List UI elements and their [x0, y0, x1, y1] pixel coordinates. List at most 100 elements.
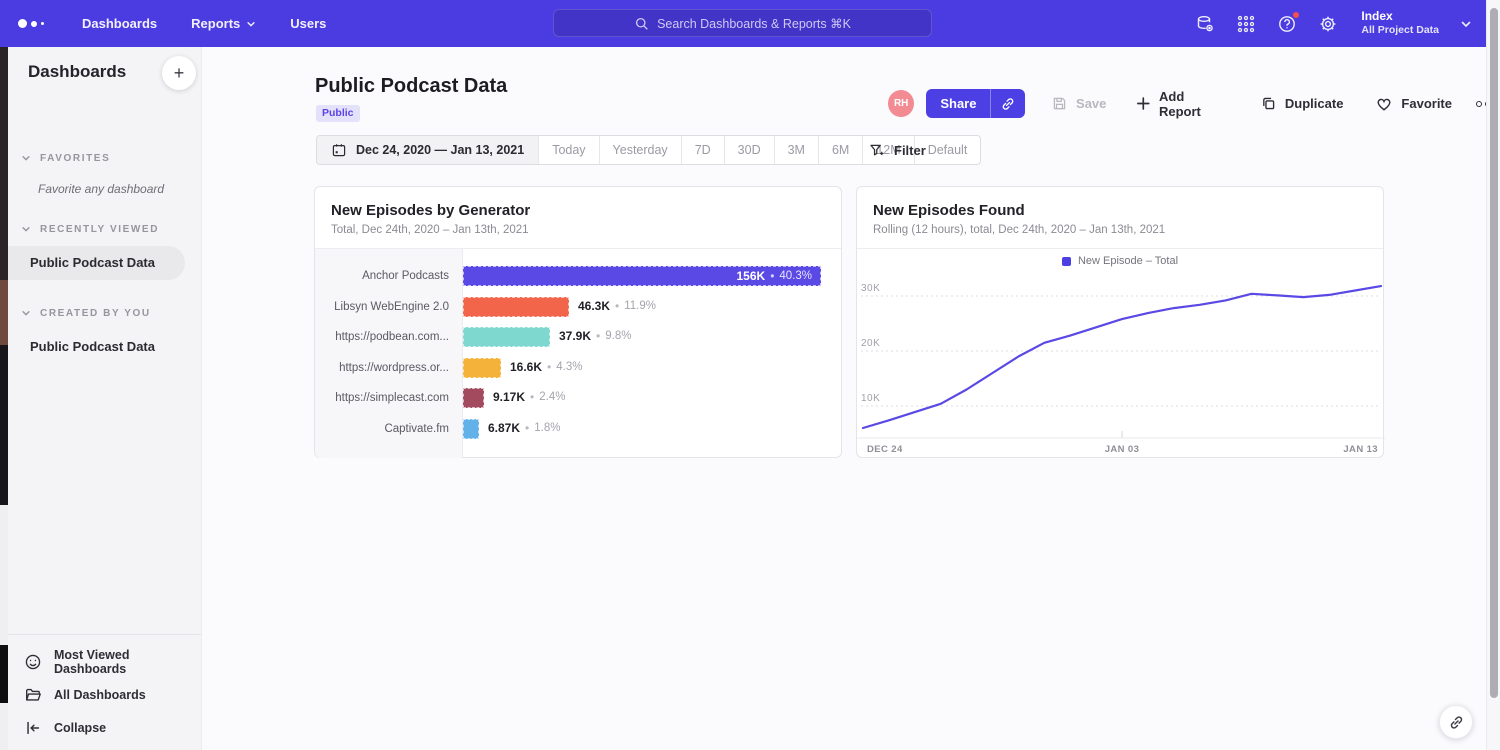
legend-swatch	[1061, 256, 1071, 266]
bar-libsyn-webengine-2-0[interactable]	[463, 296, 569, 317]
avatar[interactable]: RH	[888, 90, 915, 117]
add-dashboard-button[interactable]: +	[162, 56, 196, 90]
section-header-favorites[interactable]: FAVORITES	[8, 147, 201, 169]
bar-https-simplecast-com[interactable]	[463, 388, 484, 409]
save-button[interactable]: Save	[1051, 95, 1106, 112]
date-presets: Today Yesterday 7D 30D 3M 6M 12M Default	[538, 136, 980, 164]
plus-icon	[1137, 97, 1150, 110]
date-range-picker[interactable]: Dec 24, 2020 — Jan 13, 2021	[317, 136, 539, 164]
header-actions: RH Share Save Add Report Duplicate	[888, 89, 1500, 119]
line-chart-card: New Episodes Found Rolling (12 hours), t…	[856, 186, 1385, 458]
sidebar-section-recently-viewed: RECENTLY VIEWED Public Podcast Data	[8, 218, 201, 280]
footer-item-collapse[interactable]: Collapse	[8, 711, 201, 744]
share-button[interactable]: Share	[926, 89, 1026, 118]
line-chart-header: New Episodes Found Rolling (12 hours), t…	[857, 187, 1383, 249]
date-preset-default[interactable]: Default	[913, 136, 981, 164]
svg-text:JAN 13: JAN 13	[1343, 444, 1378, 455]
svg-text:30K: 30K	[861, 283, 880, 294]
search-input[interactable]: Search Dashboards & Reports ⌘K	[553, 9, 932, 37]
duplicate-button[interactable]: Duplicate	[1260, 95, 1343, 112]
scrollbar-track[interactable]	[1486, 0, 1500, 750]
sidebar-section-favorites: FAVORITES Favorite any dashboard	[8, 147, 201, 196]
nav-items: Dashboards Reports Users	[82, 16, 326, 31]
scrollbar-thumb[interactable]	[1490, 8, 1498, 698]
search-placeholder: Search Dashboards & Reports ⌘K	[657, 16, 851, 31]
filter-button[interactable]: Filter	[868, 135, 926, 165]
favorite-button[interactable]: Favorite	[1375, 95, 1452, 113]
date-preset-yesterday[interactable]: Yesterday	[598, 136, 681, 164]
bar-https-wordpress-or[interactable]	[463, 357, 501, 378]
date-range-bar: Dec 24, 2020 — Jan 13, 2021 Today Yesterd…	[316, 135, 982, 165]
bar-category-label: Captivate.fm	[384, 422, 449, 435]
line-chart-plot[interactable]: 10K 20K 30K DEC 24 JAN 03 JAN 13	[857, 249, 1385, 458]
bar-category-label: Libsyn WebEngine 2.0	[334, 300, 449, 313]
bar-row-https-wordpress-or: https://wordpress.or... 16.6K • 4.3%	[315, 353, 841, 384]
chevron-down-icon	[22, 227, 30, 232]
sidebar: Dashboards + FAVORITES Favorite any dashb…	[8, 47, 202, 750]
public-badge: Public	[316, 105, 360, 122]
heart-icon	[1377, 98, 1391, 111]
bar-captivate-fm[interactable]	[463, 418, 479, 439]
app-logo[interactable]	[18, 19, 58, 28]
add-report-button[interactable]: Add Report	[1136, 89, 1228, 119]
section-empty-text: Favorite any dashboard	[38, 182, 165, 196]
bar-row-https-simplecast-com: https://simplecast.com 9.17K • 2.4%	[315, 383, 841, 414]
bar-row-https-podbean-com: https://podbean.com... 37.9K • 9.8%	[315, 322, 841, 353]
link-icon	[1002, 97, 1014, 110]
svg-text:10K: 10K	[861, 393, 880, 404]
chevron-down-icon	[22, 156, 30, 161]
help-icon[interactable]	[1277, 10, 1301, 34]
background-window-edge	[0, 47, 8, 750]
footer-item-all-dashboards[interactable]: All Dashboards	[8, 678, 201, 711]
line-chart-subtitle: Rolling (12 hours), total, Dec 24th, 202…	[873, 224, 1166, 236]
project-subtitle: All Project Data	[1361, 24, 1439, 37]
sidebar-item-public-podcast-data[interactable]: Public Podcast Data	[8, 246, 185, 280]
sidebar-item-public-podcast-data[interactable]: Public Podcast Data	[30, 339, 155, 354]
nav-item-reports[interactable]: Reports	[191, 16, 256, 31]
date-preset-7d[interactable]: 7D	[680, 136, 724, 164]
sidebar-section-created-by-you: CREATED BY YOU Public Podcast Data	[8, 302, 201, 364]
sidebar-sections: FAVORITES Favorite any dashboard RECENTLY …	[8, 147, 201, 386]
line-chart-title: New Episodes Found	[873, 202, 1025, 219]
copy-link-fab[interactable]	[1439, 705, 1473, 739]
bar-https-podbean-com[interactable]	[463, 327, 550, 348]
smiley-icon	[24, 653, 42, 671]
settings-icon[interactable]	[1318, 14, 1338, 34]
nav-item-users[interactable]: Users	[290, 16, 327, 31]
date-range-label: Dec 24, 2020 — Jan 13, 2021	[356, 143, 525, 157]
bar-label-column	[315, 249, 463, 458]
footer-item-most-viewed-dashboards[interactable]: Most Viewed Dashboards	[8, 645, 201, 678]
share-button-label[interactable]: Share	[926, 89, 992, 118]
notification-dot	[1292, 10, 1301, 19]
data-management-icon[interactable]	[1195, 14, 1215, 34]
date-preset-30d[interactable]: 30D	[723, 136, 774, 164]
project-name: Index	[1361, 9, 1393, 24]
collapse-icon	[24, 719, 42, 737]
bar-chart-subtitle: Total, Dec 24th, 2020 – Jan 13th, 2021	[331, 224, 529, 236]
svg-text:JAN 03: JAN 03	[1105, 444, 1140, 455]
svg-text:DEC 24: DEC 24	[867, 444, 903, 455]
bar-anchor-podcasts[interactable]: 156K • 40.3%	[463, 266, 821, 287]
project-switcher[interactable]: Index All Project Data	[1361, 9, 1439, 37]
bar-chart-header: New Episodes by Generator Total, Dec 24t…	[315, 187, 841, 249]
nav-item-dashboards[interactable]: Dashboards	[82, 16, 158, 31]
section-header-recently-viewed[interactable]: RECENTLY VIEWED	[8, 218, 201, 240]
line-chart-body: New Episode – Total 10K 20K 30K DEC 24 JAN 0…	[857, 249, 1385, 458]
chevron-down-icon[interactable]	[1460, 18, 1472, 30]
bar-chart-title: New Episodes by Generator	[331, 202, 531, 219]
share-link-button[interactable]	[991, 89, 1026, 118]
section-header-created-by-you[interactable]: CREATED BY YOU	[8, 302, 201, 324]
chart-legend[interactable]: New Episode – Total	[857, 255, 1383, 267]
date-preset-3m[interactable]: 3M	[773, 136, 818, 164]
chevron-down-icon	[22, 311, 30, 316]
bar-row-anchor-podcasts: Anchor Podcasts 156K • 40.3%	[315, 261, 841, 292]
apps-grid-icon[interactable]	[1236, 14, 1256, 34]
date-preset-today[interactable]: Today	[538, 136, 598, 164]
date-preset-6m[interactable]: 6M	[817, 136, 862, 164]
calendar-icon	[332, 144, 346, 157]
legend-label: New Episode – Total	[1077, 255, 1179, 267]
bar-row-libsyn-webengine-2-0: Libsyn WebEngine 2.0 46.3K • 11.9%	[315, 292, 841, 323]
bar-row-captivate-fm: Captivate.fm 6.87K • 1.8%	[315, 414, 841, 445]
folder-icon	[24, 686, 42, 704]
bar-chart-card: New Episodes by Generator Total, Dec 24t…	[314, 186, 842, 458]
